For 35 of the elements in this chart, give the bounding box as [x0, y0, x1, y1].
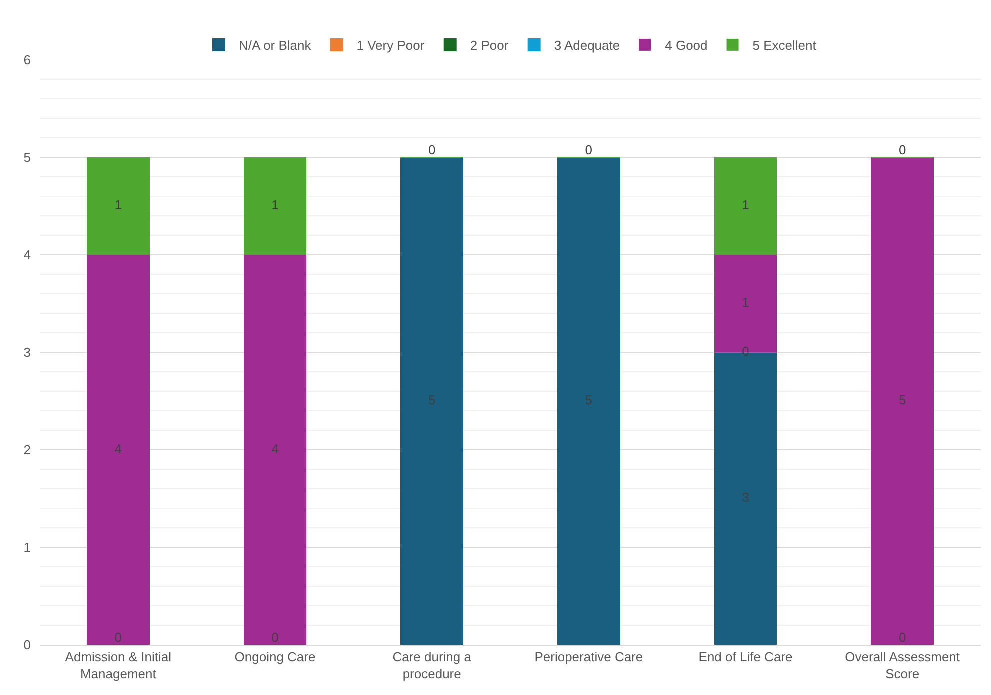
data-label: 5 [898, 392, 906, 408]
legend-label: 4 Good [665, 38, 708, 54]
x-tick-label: Overall Assessment Score [845, 650, 960, 682]
x-tick-label: Perioperative Care [534, 650, 644, 665]
data-label: 1 [742, 295, 750, 310]
y-tick-label: 3 [24, 345, 31, 360]
legend-label: 2 Poor [470, 38, 510, 54]
data-label: 0 [585, 142, 593, 158]
data-label: 1 [742, 198, 750, 212]
legend-label: N/A or Blank [239, 38, 312, 54]
data-label: 0 [428, 142, 436, 158]
y-tick-label: 6 [24, 52, 31, 68]
legend-label: 3 Adequate [554, 38, 620, 54]
x-tick-label: End of Life Care [698, 650, 793, 665]
data-label: 3 [742, 490, 750, 505]
legend-label: 1 Very Poor [356, 38, 426, 54]
x-tick-label: Ongoing Care [234, 650, 316, 665]
data-label: 1 [114, 198, 122, 212]
data-label: 0 [898, 630, 906, 645]
data-label: 0 [114, 630, 122, 645]
x-tick-label: Care during a procedure [392, 650, 472, 682]
data-label: 4 [272, 441, 279, 456]
y-tick-label: 1 [24, 540, 31, 556]
data-label: 5 [428, 392, 436, 408]
x-tick-label: Admission & Initial Management [65, 650, 172, 682]
data-label: 0 [898, 142, 906, 158]
y-tick-label: 2 [24, 442, 31, 458]
data-label: 1 [272, 198, 279, 212]
y-tick-label: 5 [24, 150, 31, 166]
legend-label: 5 Excellent [752, 38, 817, 54]
data-label: 4 [114, 441, 122, 456]
y-tick-label: 0 [24, 638, 31, 653]
data-label: 0 [272, 630, 279, 645]
data-label: 5 [585, 392, 593, 408]
y-tick-label: 4 [24, 248, 31, 263]
